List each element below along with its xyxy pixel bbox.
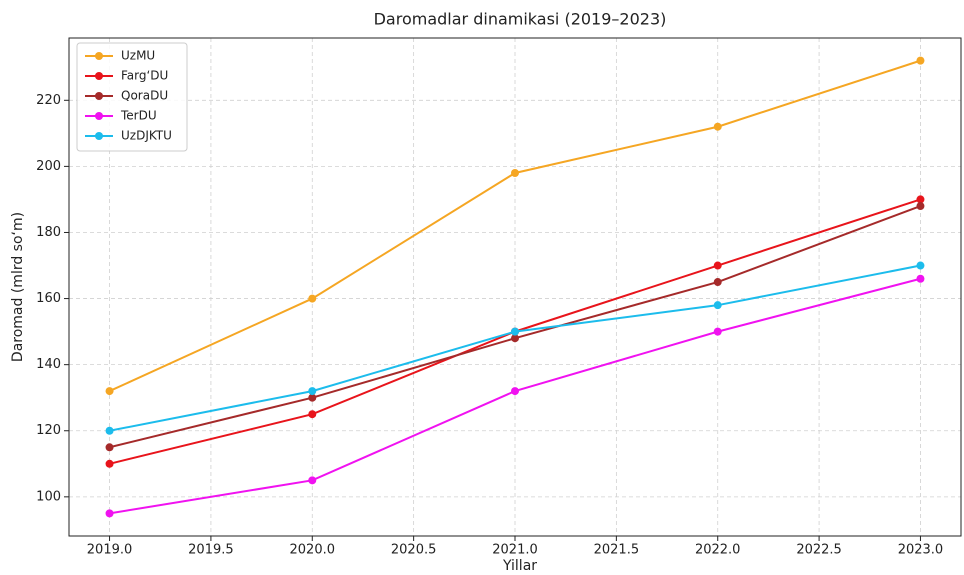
legend-marker <box>95 112 103 120</box>
legend-label: UzDJKTU <box>121 129 172 143</box>
x-tick-label: 2021.5 <box>594 543 640 558</box>
data-point <box>308 294 317 303</box>
y-tick-label: 100 <box>36 489 61 504</box>
plot-frame <box>68 37 962 537</box>
legend-label: TerDU <box>120 109 157 123</box>
y-tick-label: 120 <box>36 423 61 438</box>
x-tick-label: 2020.0 <box>290 543 336 558</box>
data-point <box>511 327 519 336</box>
data-point <box>105 459 114 468</box>
data-point <box>916 202 925 211</box>
data-point <box>713 301 722 310</box>
y-tick-label: 180 <box>36 225 61 240</box>
legend-marker <box>95 72 103 80</box>
data-point <box>916 261 925 270</box>
x-tick-label: 2023.0 <box>898 543 944 558</box>
chart-title: Daromadlar dinamikasi (2019–2023) <box>374 10 667 29</box>
data-point <box>511 387 519 396</box>
x-tick-label: 2019.0 <box>87 543 133 558</box>
data-point <box>308 410 317 419</box>
data-point <box>511 334 519 343</box>
data-point <box>713 327 722 336</box>
y-tick-label: 160 <box>36 291 61 306</box>
data-point <box>308 387 317 396</box>
data-point <box>916 56 925 65</box>
data-point <box>713 278 722 287</box>
data-point <box>105 443 114 452</box>
x-tick-label: 2020.5 <box>391 543 437 558</box>
data-point <box>105 387 114 396</box>
data-point <box>916 195 925 204</box>
x-tick-label: 2021.0 <box>492 543 538 558</box>
x-axis-label: Yillar <box>502 558 537 574</box>
y-tick-label: 200 <box>36 159 61 174</box>
data-point <box>713 122 722 131</box>
legend-label: Farg‘DU <box>121 69 168 83</box>
x-tick-label: 2022.5 <box>796 543 842 558</box>
legend-marker <box>95 132 103 140</box>
data-point <box>308 476 317 485</box>
legend-label: QoraDU <box>121 89 168 103</box>
x-tick-label: 2019.5 <box>188 543 234 558</box>
data-point <box>511 168 519 177</box>
data-point <box>308 393 317 402</box>
legend-marker <box>95 52 103 60</box>
legend-box <box>76 42 188 152</box>
data-point <box>916 274 925 283</box>
data-point <box>105 509 114 518</box>
y-tick-label: 140 <box>36 357 61 372</box>
x-tick-label: 2022.0 <box>695 543 741 558</box>
data-point <box>713 261 722 270</box>
legend-marker <box>95 92 103 100</box>
legend-label: UzMU <box>121 49 155 63</box>
data-point <box>105 426 114 435</box>
y-axis-label: Daromad (mlrd so‘m) <box>10 212 26 362</box>
y-tick-label: 220 <box>36 93 61 108</box>
